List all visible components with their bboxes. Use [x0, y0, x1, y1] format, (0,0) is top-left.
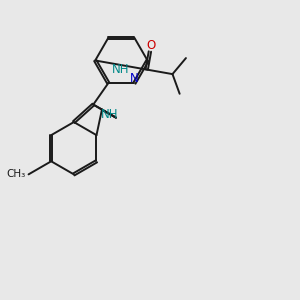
Text: NH: NH — [100, 107, 118, 121]
Text: CH₃: CH₃ — [6, 169, 26, 179]
Text: O: O — [147, 39, 156, 52]
Text: NH: NH — [112, 63, 130, 76]
Text: N: N — [130, 72, 139, 85]
